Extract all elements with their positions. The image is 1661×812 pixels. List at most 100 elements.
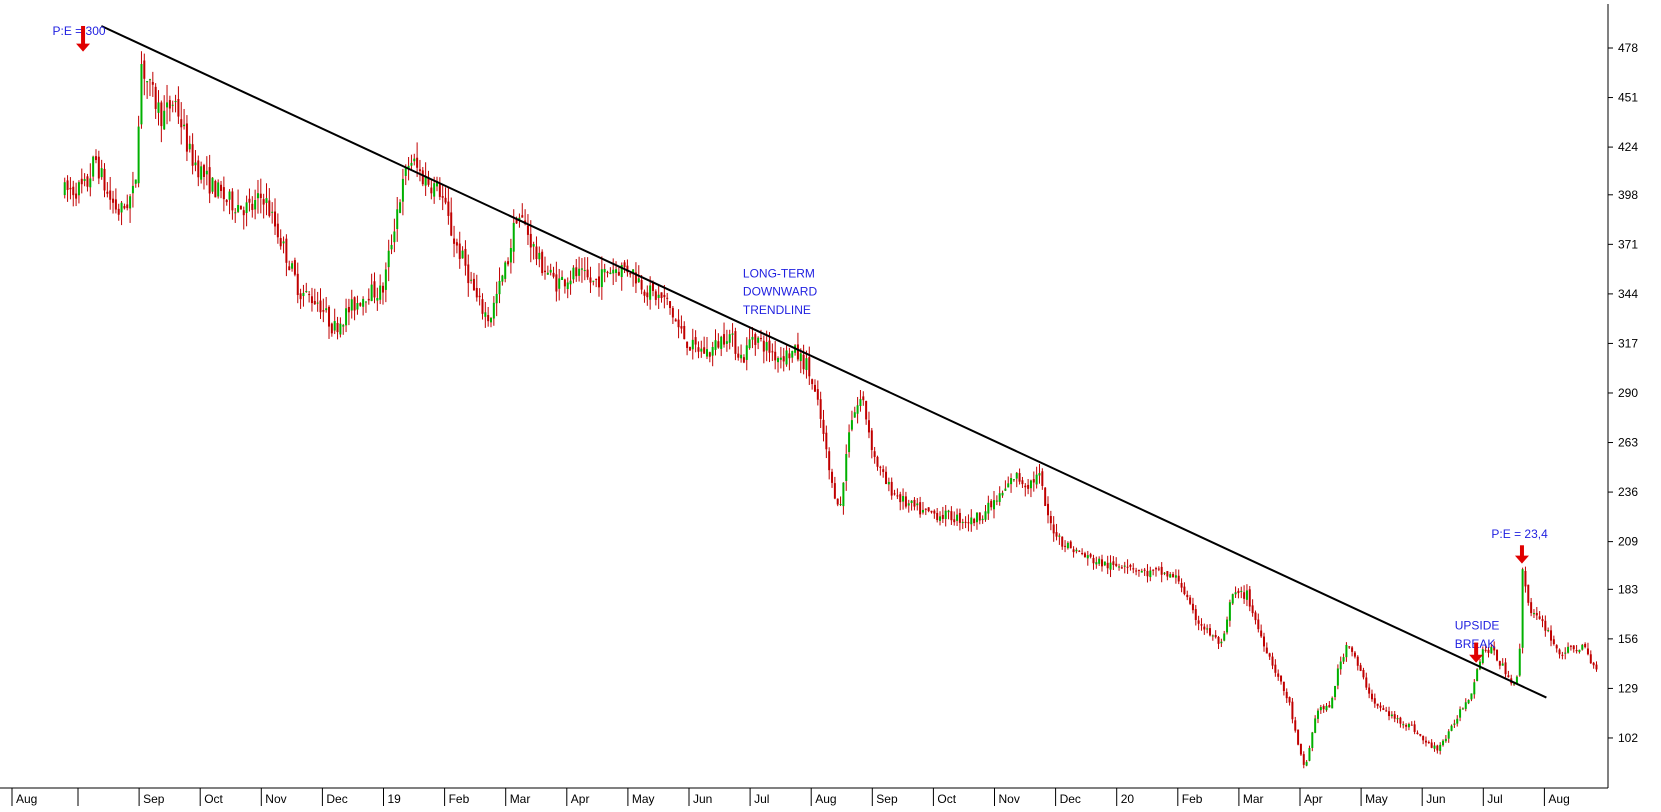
candle-body [1453,723,1456,725]
candle-body [876,456,879,467]
candle-body [441,196,444,198]
candle-body [80,178,83,185]
candle-body [427,177,430,185]
candle-body [1118,566,1121,568]
candle-body [896,495,899,497]
candle-body [237,205,240,212]
candle-body [777,358,780,363]
candle-body [1498,661,1501,666]
candle-body [754,334,757,345]
candle-body [1544,620,1547,631]
candle-body [904,496,907,507]
candle-body [1189,597,1192,604]
candle-body [572,267,575,280]
candle-body [1260,630,1263,637]
x-tick-label: Jul [754,792,769,806]
candle-body [339,323,342,335]
candle-body [171,104,174,106]
candle-body [1348,646,1351,648]
candle-body [589,277,592,283]
candle-body [256,193,259,199]
candle-body [1180,582,1183,588]
candle-body [302,292,305,297]
candle-body [1064,545,1067,547]
candle-body [1234,592,1237,595]
candle-body [1541,619,1544,622]
candle-body [1021,480,1024,485]
candle-body [1379,705,1382,708]
candle-body [1291,701,1294,720]
candle-body [666,297,669,299]
candle-body [310,296,313,304]
candle-body [453,238,456,244]
candle-body [1589,654,1592,664]
candle-body [410,162,413,166]
candle-body [325,308,328,311]
candle-body [1595,664,1598,670]
candle-body [1154,568,1157,570]
candle-body [137,126,140,184]
candle-body [563,279,566,287]
candle-body [1470,693,1473,700]
candle-body [1191,603,1194,611]
candle-body [677,319,680,328]
candle-body [813,384,816,392]
candle-body [1442,740,1445,746]
x-tick-label: 19 [388,792,402,806]
candle-body [1106,562,1109,569]
candle-body [1422,736,1425,741]
candle-body [882,469,885,472]
candle-body [1308,748,1311,761]
candle-body [1325,705,1328,711]
candle-body [1478,661,1481,670]
candle-body [757,337,760,343]
candle-body [1282,681,1285,692]
candle-body [1430,742,1433,748]
candle-body [839,504,842,506]
candle-body [129,196,132,209]
candle-body [168,100,171,109]
candle-body [1265,647,1268,654]
candle-body [720,336,723,349]
candle-body [1359,665,1362,671]
candle-body [1436,745,1439,751]
candle-body [1424,740,1427,743]
candle-body [100,168,103,178]
candle-body [663,294,666,298]
candle-body [1098,558,1101,564]
candle-body [362,298,365,307]
candle-body [580,268,583,270]
x-tick-label: Feb [1182,792,1203,806]
candle-body [384,269,387,290]
candle-body [1285,691,1288,699]
x-tick-label: Jun [1426,792,1445,806]
candle-body [1169,574,1172,578]
candle-body [183,124,186,127]
candle-body [1254,612,1257,621]
y-tick-label: 263 [1618,436,1638,450]
candle-body [546,272,549,275]
y-tick-label: 371 [1618,237,1638,251]
candle-body [811,379,814,385]
candle-body [154,86,157,109]
candle-body [1342,657,1345,662]
candle-body [180,119,183,128]
candle-body [899,494,902,503]
candle-body [643,291,646,296]
candle-body [387,250,390,268]
candle-body [89,178,92,188]
candle-body [455,242,458,246]
candle-body [328,306,331,327]
candle-body [1365,677,1368,688]
candle-body [86,176,89,187]
candle-body [177,98,180,117]
candle-body [1271,656,1274,666]
candle-body [1319,706,1322,711]
candle-body [1334,685,1337,698]
candle-body [1558,649,1561,655]
candle-body [970,517,973,525]
candle-body [632,269,635,274]
candle-body [958,512,961,523]
candle-body [364,301,367,303]
